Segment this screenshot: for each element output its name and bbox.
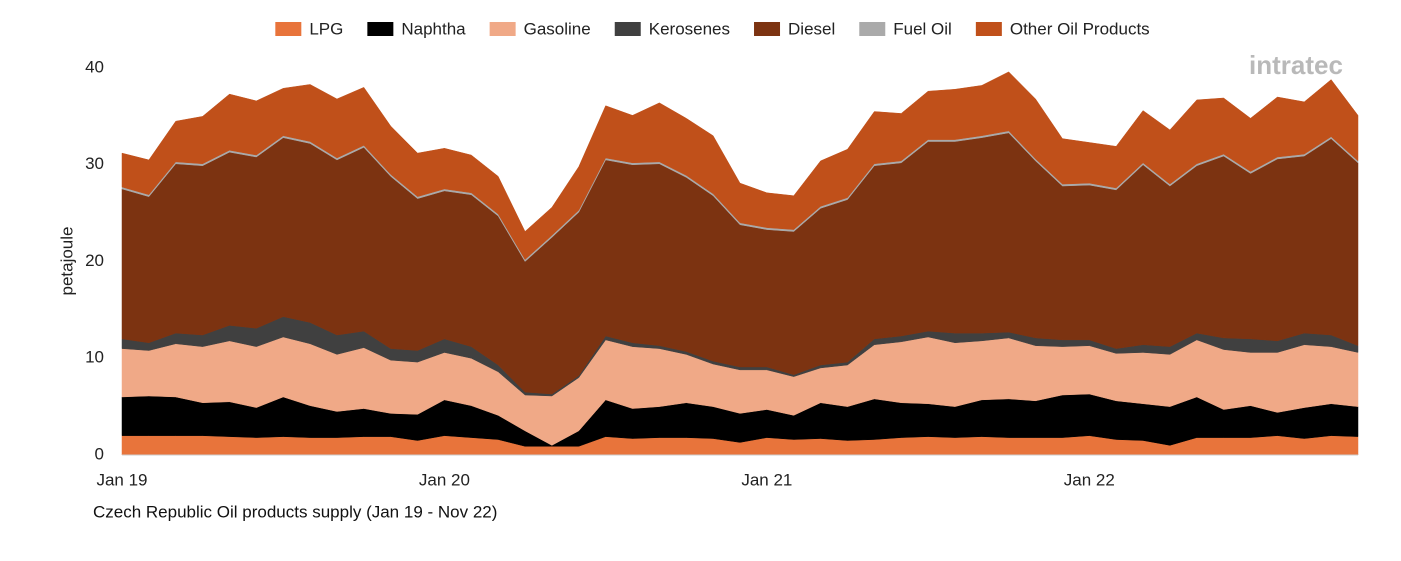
legend-label: Kerosenes (649, 19, 730, 38)
x-tick-label: Jan 22 (1064, 470, 1115, 489)
y-tick-label: 30 (85, 154, 104, 173)
legend-swatch (489, 22, 516, 36)
y-tick-label: 40 (85, 57, 104, 76)
area (121, 71, 1359, 260)
legend-swatch (754, 22, 781, 36)
y-axis-label: petajoule (57, 226, 76, 295)
legend-label: LPG (309, 19, 343, 38)
x-tick-label: Jan 21 (741, 470, 792, 489)
legend-swatch (975, 22, 1002, 36)
logo: intratec (1249, 50, 1343, 80)
chart-title: Czech Republic Oil products supply (Jan … (93, 502, 497, 521)
legend-label: Fuel Oil (893, 19, 952, 38)
y-tick-label: 0 (95, 444, 104, 463)
legend-swatch (859, 22, 886, 36)
legend-swatch (367, 22, 394, 36)
y-tick-label: 20 (85, 251, 104, 270)
legend-swatch (275, 22, 302, 36)
legend-label: Diesel (788, 19, 835, 38)
x-tick-label: Jan 20 (419, 470, 470, 489)
legend-label: Gasoline (524, 19, 591, 38)
y-tick-label: 10 (85, 348, 104, 367)
legend-swatch (614, 22, 641, 36)
x-tick-label: Jan 19 (96, 470, 147, 489)
legend-label: Other Oil Products (1010, 19, 1150, 38)
legend-label: Naphtha (401, 19, 466, 38)
